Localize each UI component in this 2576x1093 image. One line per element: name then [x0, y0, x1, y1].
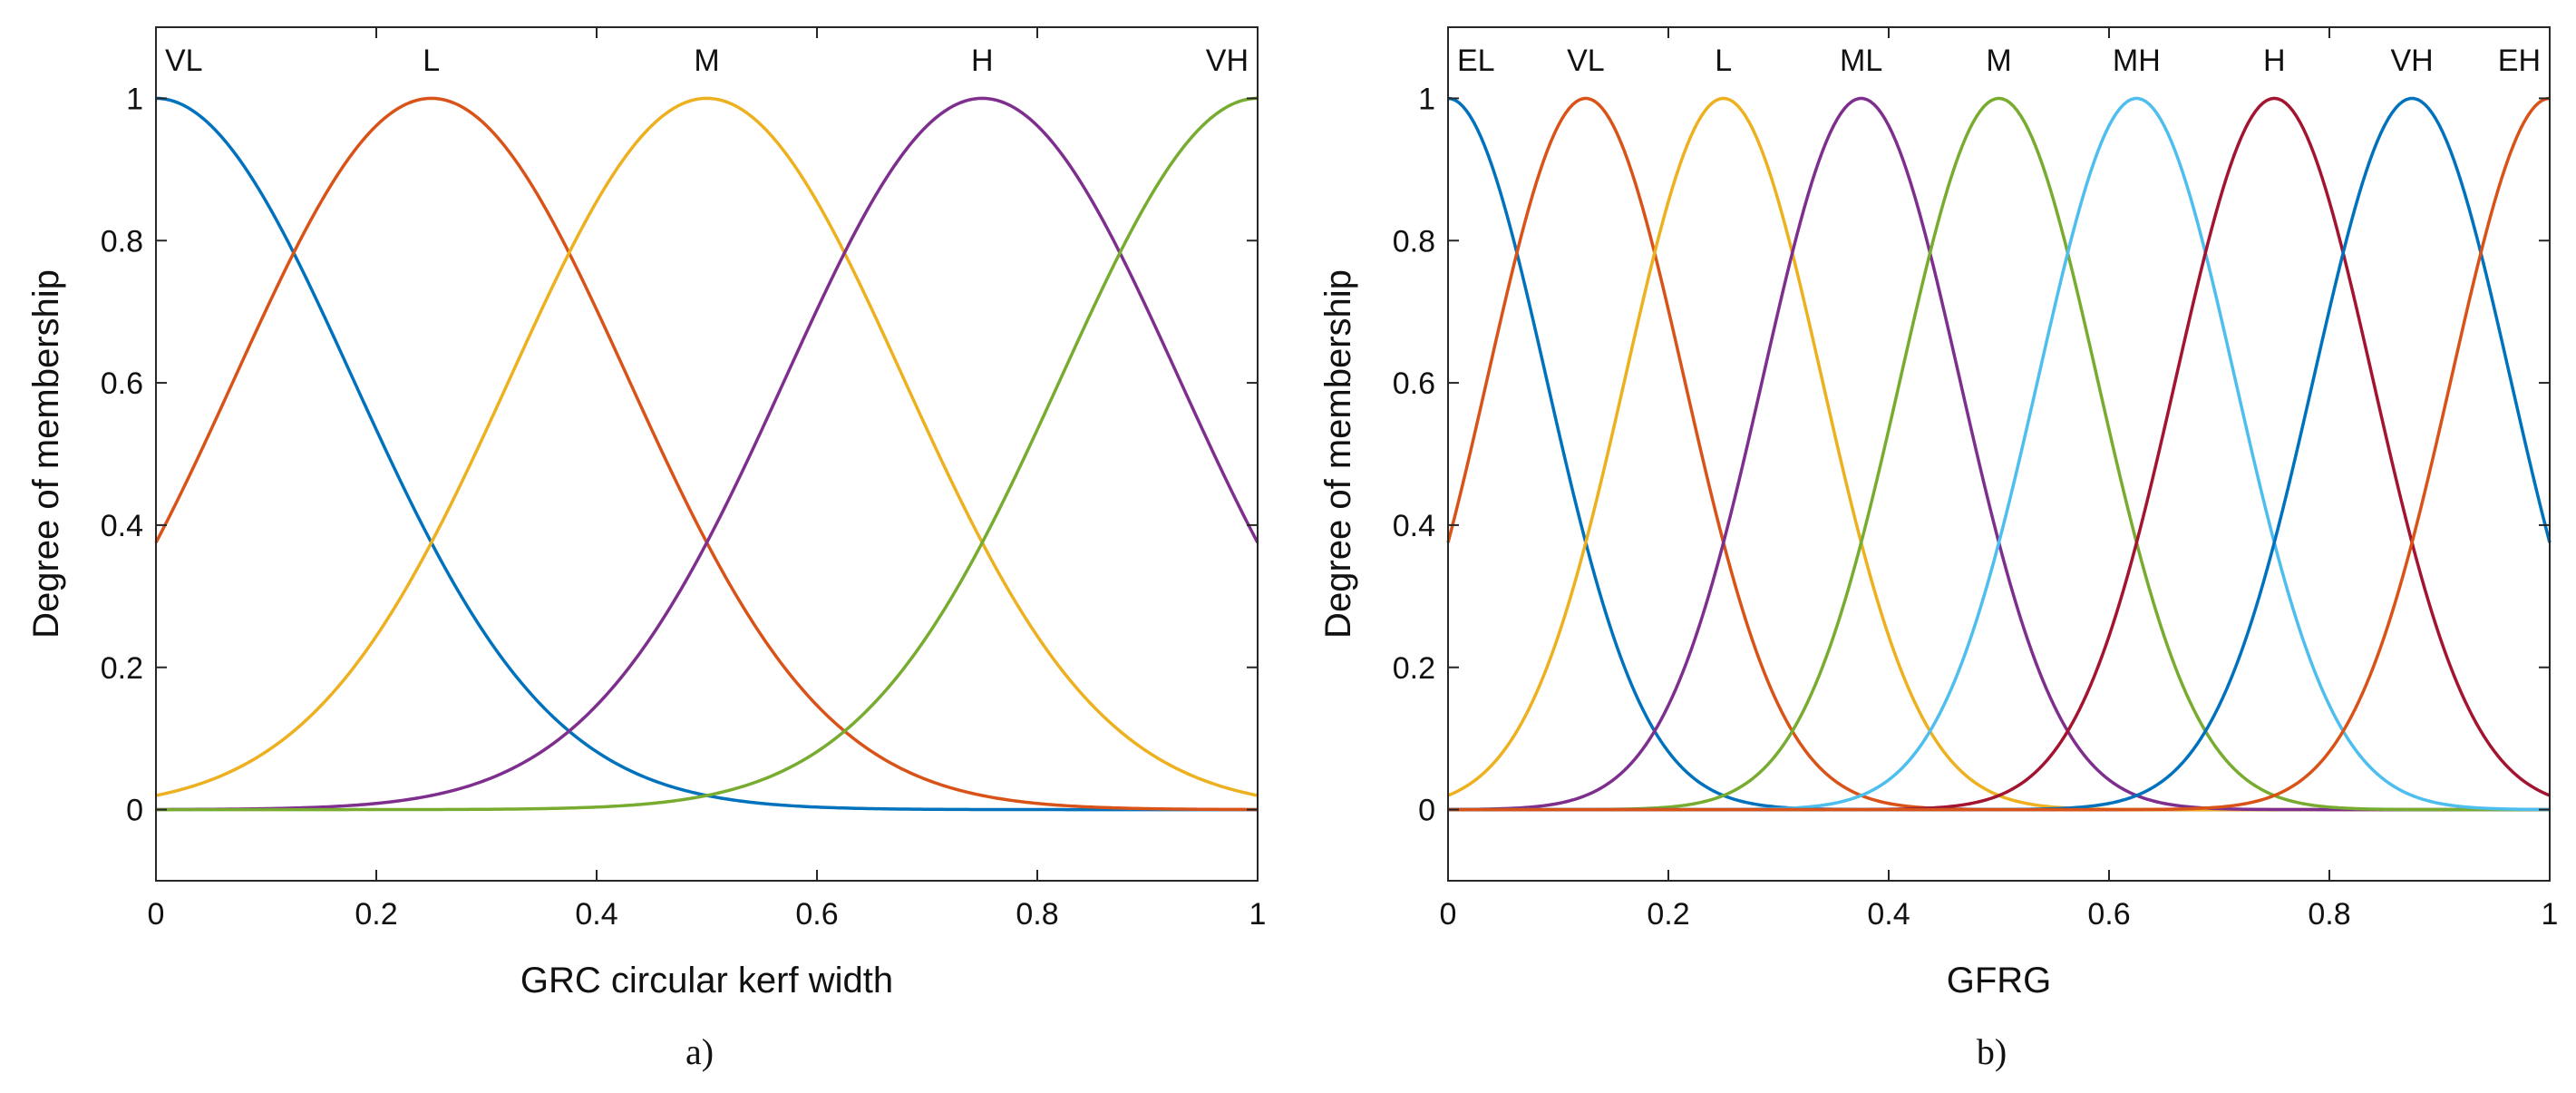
plot-area: [156, 27, 1258, 881]
x-axis-label: GFRG: [1947, 961, 2052, 1000]
series-line-m: [155, 96, 1259, 797]
series-label-h: H: [971, 44, 994, 78]
y-tick-label: 0: [1418, 794, 1435, 828]
panel-label: a): [685, 1031, 714, 1072]
series-line-eh: [1448, 96, 2551, 812]
panel-label: b): [1977, 1031, 2007, 1072]
series-label-l: L: [423, 44, 440, 78]
x-tick-label: 0: [148, 897, 165, 932]
axes-box: [155, 26, 1259, 882]
series-label-m: M: [1986, 44, 2011, 78]
series-label-el: EL: [1457, 44, 1495, 78]
series-line-h: [155, 96, 1259, 812]
x-tick-label: 0.6: [795, 897, 838, 932]
series-label-vh: VH: [2391, 44, 2434, 78]
y-tick-label: 0.8: [101, 224, 143, 259]
y-tick-label: 0.4: [1393, 509, 1435, 543]
chart-panel-b: 0 0.2 0.4 0.6 0.8 1 0 0.2 0.4 0.6 0.8 1 EL VL L ML M MH H V…: [1318, 26, 2559, 1072]
series-label-h: H: [2263, 44, 2286, 78]
y-tick-label: 0: [126, 794, 143, 828]
x-axis-label: GRC circular kerf width: [520, 961, 893, 1000]
y-tick-label: 0.4: [101, 509, 143, 543]
x-tick-label: 0.2: [355, 897, 397, 932]
x-tick-label: 0.2: [1647, 897, 1689, 932]
chart-panel-a: 0 0.2 0.4 0.6 0.8 1 0 0.2 0.4 0.6 0.8 1 VL L M H VH GRC c…: [26, 26, 1267, 1072]
series-label-m: M: [694, 44, 719, 78]
x-tick-label: 0.4: [1867, 897, 1910, 932]
y-tick-label: 1: [126, 82, 143, 116]
x-tick-label: 1: [1249, 897, 1267, 932]
x-tick-label: 1: [2542, 897, 2559, 932]
x-tick-label: 0.6: [2087, 897, 2130, 932]
x-tick-label: 0.4: [575, 897, 617, 932]
series-line-vh: [156, 96, 1259, 812]
series-label-ml: ML: [1840, 44, 1882, 78]
x-tick-label: 0: [1440, 897, 1457, 932]
y-tick-label: 0.6: [1393, 366, 1435, 401]
axes-box: [1447, 26, 2551, 882]
x-tick-label: 0.8: [2308, 897, 2350, 932]
series-label-vl: VL: [1567, 44, 1605, 78]
series-label-l: L: [1715, 44, 1732, 78]
x-tick-label: 0.8: [1016, 897, 1058, 932]
y-tick-label: 0.2: [101, 651, 143, 686]
y-tick-label: 0.6: [101, 366, 143, 401]
series-label-vl: VL: [165, 44, 203, 78]
y-tick-label: 0.2: [1393, 651, 1435, 686]
y-tick-label: 1: [1418, 82, 1435, 116]
y-axis-label: Degree of membership: [26, 269, 66, 639]
series-label-mh: MH: [2113, 44, 2161, 78]
y-axis-label: Degree of membership: [1318, 269, 1358, 639]
plot-area: [1448, 27, 2550, 881]
y-tick-label: 0.8: [1393, 224, 1435, 259]
series-label-eh: EH: [2498, 44, 2541, 78]
series-label-vh: VH: [1206, 44, 1249, 78]
